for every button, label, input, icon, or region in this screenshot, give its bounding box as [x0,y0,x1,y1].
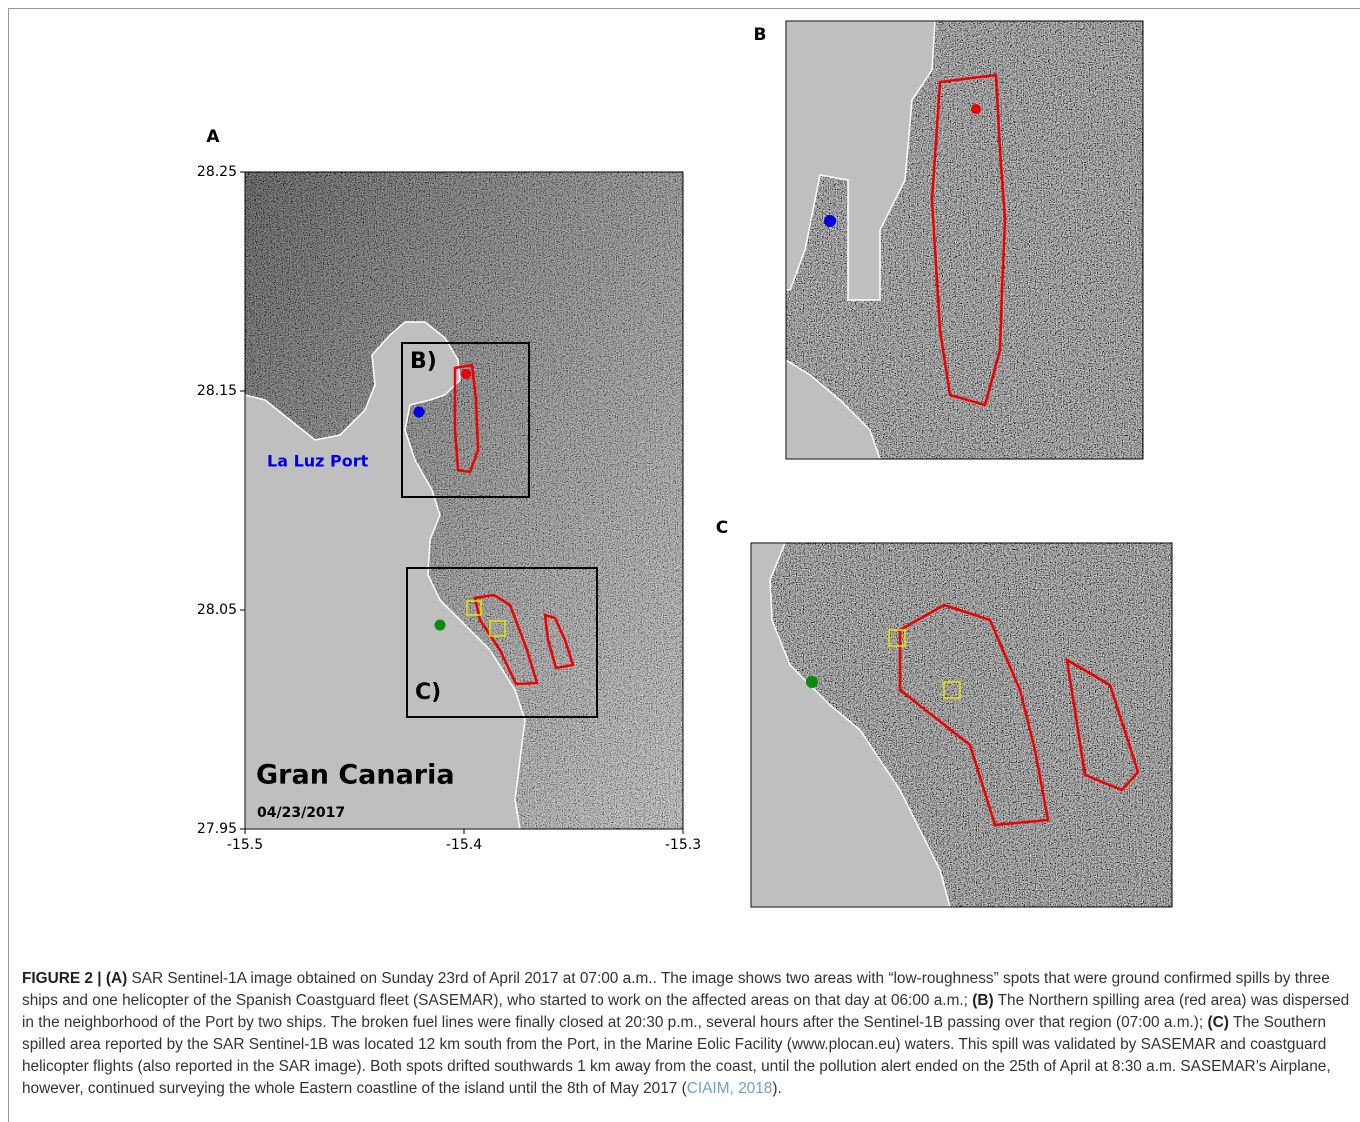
caption-text: The Southern spilled area reported by th… [22,1014,1331,1097]
caption: FIGURE 2 | (A) SAR Sentinel-1A image obt… [22,968,1350,1100]
part-label: (C) [1207,1014,1229,1031]
y-tick-label: 28.15 [197,383,237,399]
x-tick-label: -15.4 [446,837,482,853]
facility-dot [806,676,818,688]
x-tick-label: -15.3 [665,837,701,853]
sar-image [244,171,684,830]
figure-frame [8,8,1360,1122]
port-dot [824,215,836,227]
panel-label: B [754,25,767,45]
port-dot [413,406,425,418]
date-label: 04/23/2017 [257,805,345,821]
panel-label: A [206,127,220,147]
zoom-box [406,567,598,718]
box-label: C) [415,680,441,705]
helicopter-mark [943,681,961,699]
axes: -15.5 -15.4 -15.3 28.25 28.15 28.05 27.95 [197,164,701,853]
part-label: (A) [105,970,128,987]
helicopter-mark [489,620,506,637]
facility-dot [434,619,446,631]
sar-image [750,542,1173,908]
figure: A -15.5 -15.4 -15.3 28.25 28.15 28.05 27.95 B)… [197,20,1173,908]
helicopter-mark [466,600,482,616]
y-tick-label: 28.25 [197,164,237,180]
spill-outline [473,593,539,686]
helicopter-mark [888,629,906,647]
y-tick-label: 28.05 [197,602,237,618]
caption-text: The Northern spilling area (red area) wa… [22,992,1350,1031]
caption-label: FIGURE 2 | [22,970,102,987]
part-label: (B) [972,992,994,1009]
box-label: B) [410,349,437,374]
ship-dot [461,369,471,379]
caption-text: SAR Sentinel-1A image obtained on Sunday… [22,970,1330,1009]
spill-outline [930,73,1007,407]
x-tick-label: -15.5 [227,837,263,853]
ship-dot [971,104,981,114]
spill-outline [453,363,480,474]
sar-image [785,20,1144,460]
caption-text: ). [772,1080,782,1097]
zoom-box [401,342,530,498]
spill-outline [1065,657,1140,792]
y-tick-label: 27.95 [197,821,237,837]
panel-label: C [716,518,728,538]
spill-outline [898,603,1050,827]
citation[interactable]: CIAIM, 2018 [686,1080,773,1097]
island-label: Gran Canaria [256,760,455,791]
spill-outline [543,613,575,670]
port-label: La Luz Port [267,452,369,471]
